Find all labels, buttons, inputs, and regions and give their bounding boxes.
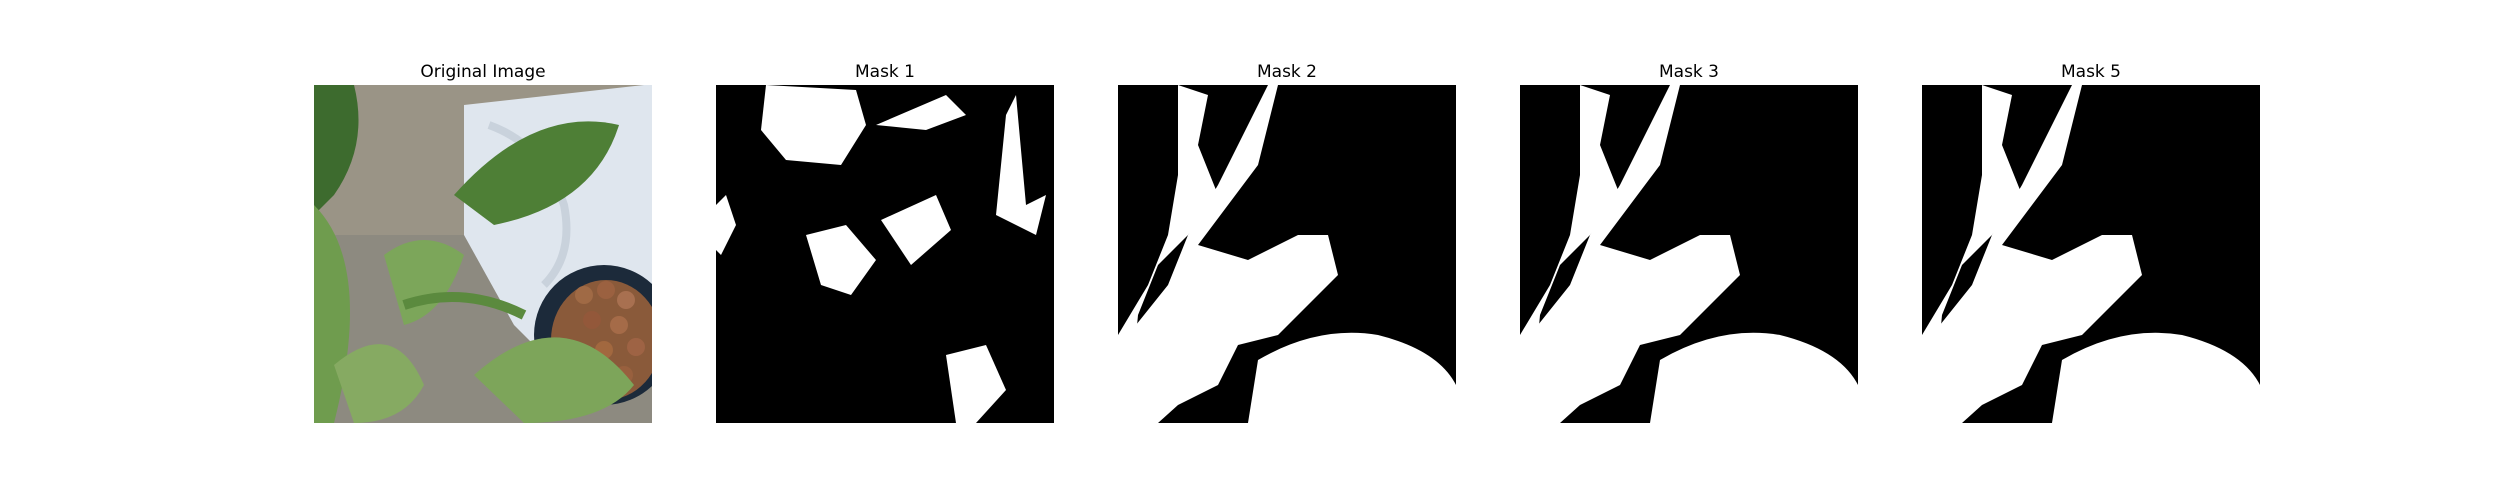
panel-title: Original Image — [420, 62, 546, 82]
panel-title: Mask 2 — [1256, 62, 1317, 82]
binary-mask-icon — [716, 85, 1054, 423]
binary-mask-icon — [1118, 85, 1456, 423]
panel-original-image: Original Image — [314, 60, 652, 423]
panel-title: Mask 3 — [1658, 62, 1719, 82]
panel-title: Mask 5 — [2060, 62, 2121, 82]
binary-mask-icon — [1922, 85, 2260, 423]
panel-title: Mask 1 — [854, 62, 915, 82]
panel-mask-3: Mask 3 — [1520, 60, 1858, 423]
plant-photo-icon — [314, 85, 652, 423]
panel-mask-1: Mask 1 — [716, 60, 1054, 423]
panel-mask-2: Mask 2 — [1118, 60, 1456, 423]
panel-mask-5: Mask 5 — [1922, 60, 2260, 423]
binary-mask-icon — [1520, 85, 1858, 423]
